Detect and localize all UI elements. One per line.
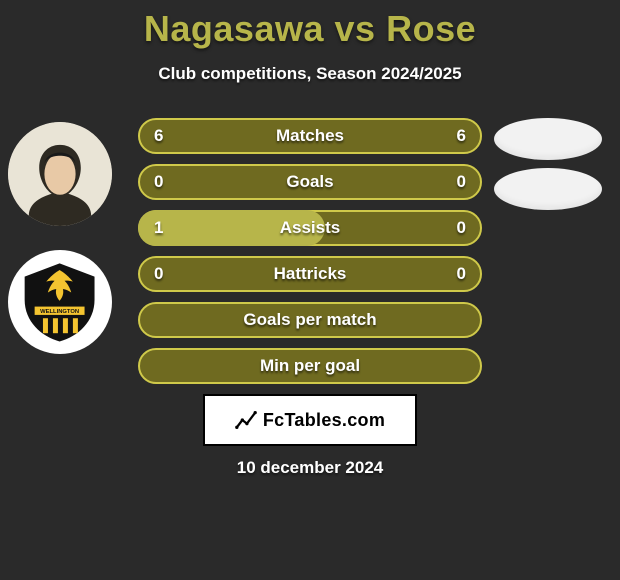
stat-label: Goals per match: [243, 310, 376, 330]
stat-bar-matches: 6 Matches 6: [138, 118, 482, 154]
stat-label: Goals: [286, 172, 333, 192]
stat-value-right: 0: [457, 264, 466, 284]
stat-label: Hattricks: [274, 264, 347, 284]
stat-bar-min-per-goal: Min per goal: [138, 348, 482, 384]
stat-row: 0 Goals 0: [0, 164, 620, 200]
stat-bar-goals-per-match: Goals per match: [138, 302, 482, 338]
stat-label: Assists: [280, 218, 340, 238]
brand-link[interactable]: FcTables.com: [203, 394, 417, 446]
stat-row: 0 Hattricks 0: [0, 256, 620, 292]
stat-value-left: 6: [154, 126, 163, 146]
stat-value-left: 0: [154, 172, 163, 192]
title-player-right: Rose: [386, 8, 476, 49]
stat-bar-goals: 0 Goals 0: [138, 164, 482, 200]
stat-row: 6 Matches 6: [0, 118, 620, 154]
title-player-left: Nagasawa: [144, 8, 324, 49]
stat-row: Goals per match: [0, 302, 620, 338]
stat-label: Min per goal: [260, 356, 360, 376]
stat-value-left: 0: [154, 264, 163, 284]
title-vs: vs: [335, 8, 376, 49]
comparison-card: Nagasawa vs Rose Club competitions, Seas…: [0, 0, 620, 580]
stat-label: Matches: [276, 126, 344, 146]
subtitle: Club competitions, Season 2024/2025: [0, 64, 620, 84]
stats-list: 6 Matches 6 0 Goals 0 1 Assists 0: [0, 118, 620, 394]
stat-value-right: 0: [457, 218, 466, 238]
stat-value-right: 0: [457, 172, 466, 192]
stat-bar-assists: 1 Assists 0: [138, 210, 482, 246]
stat-row: 1 Assists 0: [0, 210, 620, 246]
stat-row: Min per goal: [0, 348, 620, 384]
stat-value-right: 6: [457, 126, 466, 146]
stat-bar-hattricks: 0 Hattricks 0: [138, 256, 482, 292]
fctables-logo-icon: [235, 409, 257, 431]
page-title: Nagasawa vs Rose: [0, 0, 620, 50]
stat-value-left: 1: [154, 218, 163, 238]
brand-text: FcTables.com: [263, 410, 385, 431]
date-text: 10 december 2024: [0, 458, 620, 478]
